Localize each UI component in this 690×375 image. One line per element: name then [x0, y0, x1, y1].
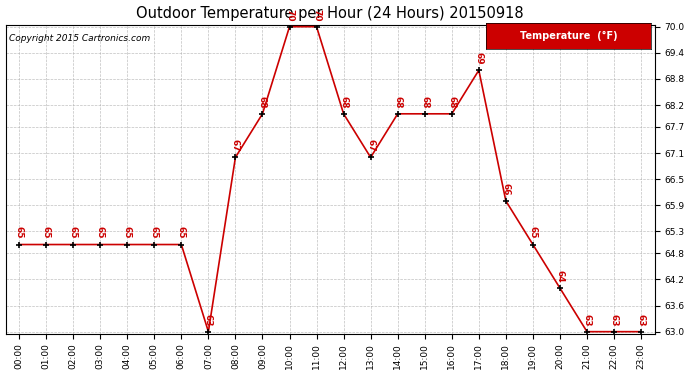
- Text: 63: 63: [637, 314, 646, 326]
- Text: 69: 69: [474, 52, 483, 65]
- Text: 67: 67: [366, 139, 375, 152]
- Text: 63: 63: [582, 314, 591, 326]
- Text: 70: 70: [285, 9, 294, 21]
- Text: 68: 68: [258, 96, 267, 108]
- Text: 65: 65: [41, 226, 50, 239]
- Text: 65: 65: [529, 226, 538, 239]
- Text: 65: 65: [14, 226, 23, 239]
- Text: 68: 68: [420, 96, 429, 108]
- Text: 67: 67: [231, 139, 240, 152]
- Text: 63: 63: [204, 314, 213, 326]
- Text: 66: 66: [502, 183, 511, 195]
- Text: 65: 65: [123, 226, 132, 239]
- Text: 68: 68: [339, 96, 348, 108]
- Text: 65: 65: [177, 226, 186, 239]
- Title: Outdoor Temperature per Hour (24 Hours) 20150918: Outdoor Temperature per Hour (24 Hours) …: [136, 6, 524, 21]
- Text: 63: 63: [609, 314, 618, 326]
- Text: 68: 68: [447, 96, 456, 108]
- Text: 70: 70: [312, 9, 321, 21]
- Text: 65: 65: [69, 226, 78, 239]
- Text: 68: 68: [393, 96, 402, 108]
- Text: 65: 65: [96, 226, 105, 239]
- Text: 65: 65: [150, 226, 159, 239]
- Text: Copyright 2015 Cartronics.com: Copyright 2015 Cartronics.com: [9, 34, 150, 43]
- Text: 64: 64: [555, 270, 564, 282]
